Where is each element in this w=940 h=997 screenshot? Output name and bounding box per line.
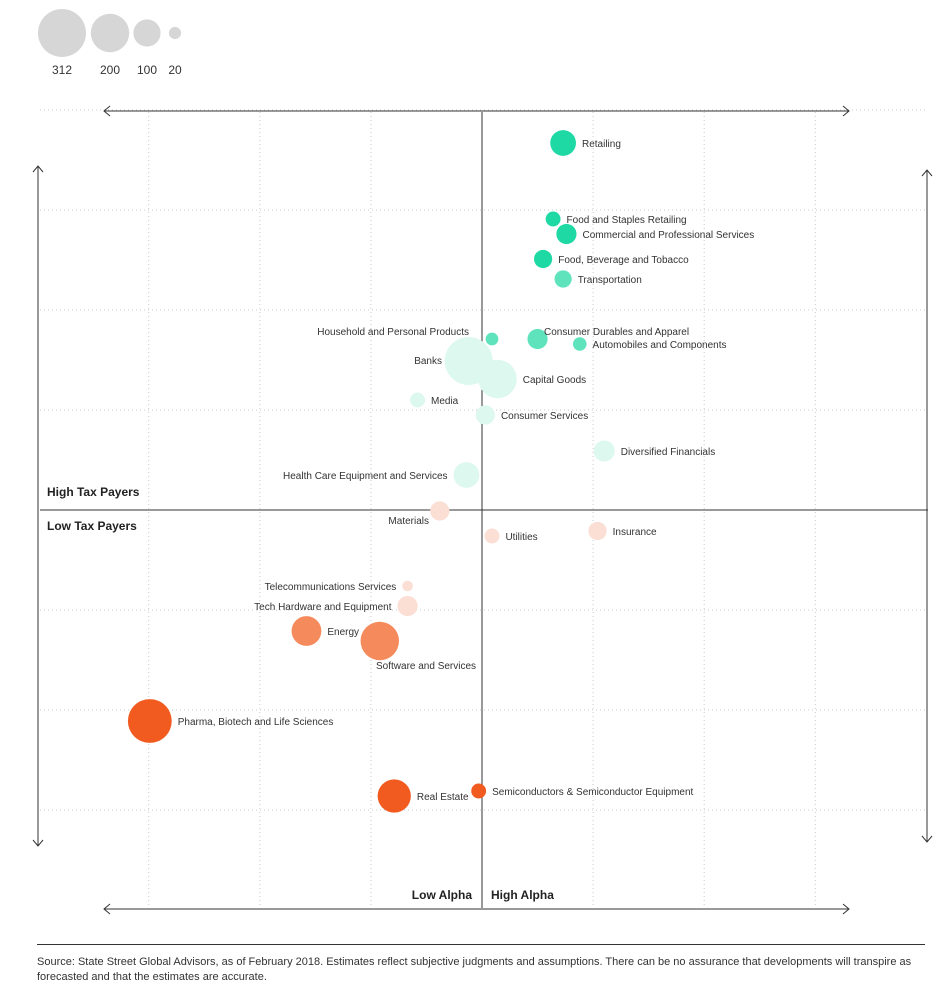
source-divider [37,944,925,945]
bubble [430,501,450,521]
bubble [453,462,480,488]
arrow-up-head [921,169,933,177]
axes [32,105,933,915]
bubble-label: Transportation [578,275,642,286]
bubble-label: Insurance [613,527,657,538]
bubble-label: Semiconductors & Semiconductor Equipment [492,787,693,798]
bubble [572,337,587,351]
bubble [527,328,548,350]
bubble [377,779,411,813]
size-legend-label: 200 [100,63,120,77]
bubble-label: Household and Personal Products [317,327,469,338]
bubble [484,528,500,544]
arrow-right-head [842,105,850,117]
bubble-label: Tech Hardware and Equipment [254,602,392,613]
source-note: Source: State Street Global Advisors, as… [37,956,912,983]
bubble-label: Pharma, Biotech and Life Sciences [178,717,334,728]
bubble-label: Food and Staples Retailing [567,215,687,226]
bubble [545,211,561,227]
arrow-down-head [32,839,44,847]
bubble-label: Banks [414,356,442,367]
arrow-left-head [103,903,111,915]
size-legend-label: 100 [137,63,157,77]
bubble [397,595,418,617]
bubble-label: Commercial and Professional Services [583,230,755,241]
quadrant-labels: High Tax Payers Low Tax Payers Low Alpha… [47,485,554,902]
bubble-label: Diversified Financials [621,447,715,458]
bubble-label: Energy [327,627,359,638]
bubble [402,580,413,592]
bubble [556,223,577,245]
bubble-label: Consumer Durables and Apparel [544,327,689,338]
size-legend-label: 20 [168,63,182,77]
arrow-up-head [32,165,44,173]
bubble [291,616,322,646]
bubble [478,359,517,399]
bubble-label: Media [431,396,459,407]
bubble-label: Consumer Services [501,411,588,422]
size-legend-circle [90,13,130,53]
quadrant-label-left: Low Alpha [412,888,473,902]
size-legend-circle [168,26,182,40]
bubble-chart: 312 200 100 20 Retailing Food and Staples Re… [32,9,933,915]
bubble-label: Automobiles and Components [593,340,727,351]
size-legend: 312 200 100 20 [38,9,182,77]
arrow-left-head [103,105,111,117]
arrow-down-head [921,835,933,843]
bubble [533,249,553,269]
bubble [554,270,572,288]
bubble [550,130,576,156]
size-legend-circle [133,19,161,47]
bubble-label: Health Care Equipment and Services [283,471,448,482]
size-legend-label: 312 [52,63,72,77]
quadrant-label-bottom: Low Tax Payers [47,519,137,533]
quadrant-label-top: High Tax Payers [47,485,140,499]
bubble [593,440,615,462]
bubble [485,332,499,346]
quadrant-label-right: High Alpha [491,888,554,902]
bubble-label: Retailing [582,139,621,150]
bubble-label: Utilities [505,532,537,543]
bubble-labels: Retailing Food and Staples Retailing Comme… [178,139,755,803]
bubble-label: Software and Services [376,661,476,672]
bubble [588,521,607,541]
bubbles [127,130,615,813]
bubble-label: Food, Beverage and Tobacco [558,255,689,266]
size-legend-circle [38,9,86,57]
arrow-right-head [842,903,850,915]
bubble [127,699,172,743]
bubble [471,783,487,799]
bubble [475,405,495,425]
bubble-label: Telecommunications Services [265,582,397,593]
bubble [360,621,400,661]
bubble-label: Real Estate [417,792,469,803]
bubble-label: Materials [388,516,429,527]
bubble-label: Capital Goods [523,375,586,386]
bubble [410,392,426,408]
